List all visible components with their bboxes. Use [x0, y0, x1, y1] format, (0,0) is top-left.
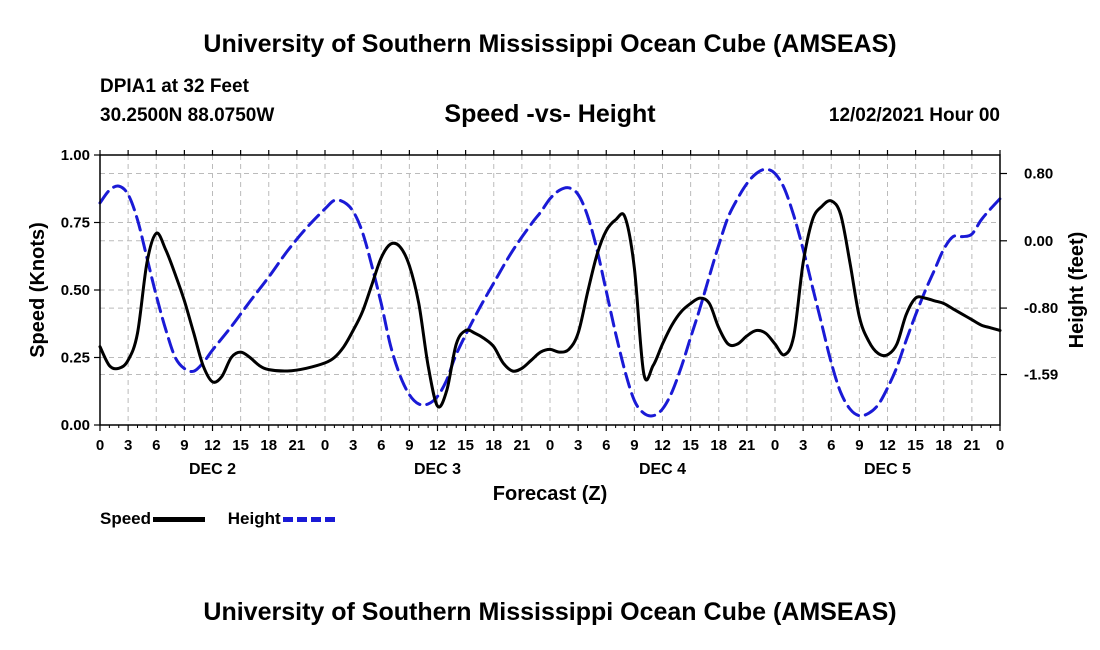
x-tick-label: 9 — [630, 437, 638, 454]
right-tick-label: 0.80 — [1024, 166, 1053, 183]
speed-series-line — [98, 199, 1002, 409]
coordinates-label: 30.2500N 88.0750W — [100, 105, 275, 126]
x-tick-label: 6 — [827, 437, 835, 454]
x-tick-label: 15 — [232, 437, 249, 454]
forecast-date: 12/02/2021 Hour 00 — [828, 105, 1000, 126]
left-tick-label: 0.75 — [61, 215, 90, 232]
legend-speed-label: Speed — [100, 509, 152, 528]
left-tick-label: 1.00 — [61, 147, 90, 164]
x-tick-label: 15 — [907, 437, 924, 454]
x-tick-label: 0 — [771, 437, 779, 454]
left-tick-label: 0.25 — [61, 350, 90, 367]
x-tick-label: 9 — [180, 437, 188, 454]
series-layer — [98, 167, 1002, 418]
x-tick-label: 21 — [289, 437, 306, 454]
x-tick-label: 12 — [429, 437, 446, 454]
x-tick-label: 18 — [485, 437, 502, 454]
x-tick-label: 18 — [260, 437, 277, 454]
x-tick-label: 3 — [574, 437, 582, 454]
day-label: DEC 4 — [639, 461, 686, 478]
height-series-line — [98, 167, 1002, 418]
legend-height: Height — [228, 509, 335, 529]
x-tick-label: 12 — [879, 437, 896, 454]
legend-speed-swatch — [153, 516, 206, 522]
x-tick-label: 18 — [710, 437, 727, 454]
x-axis-label: Forecast (Z) — [493, 483, 607, 505]
x-tick-label: 6 — [152, 437, 160, 454]
right-tick-label: 0.00 — [1024, 233, 1053, 250]
day-label: DEC 5 — [864, 461, 911, 478]
station-label: DPIA1 at 32 Feet — [100, 76, 249, 97]
x-tick-label: 21 — [739, 437, 756, 454]
right-tick-label: -1.59 — [1024, 367, 1058, 384]
x-tick-label: 15 — [457, 437, 474, 454]
x-tick-label: 9 — [405, 437, 413, 454]
x-tick-label: 0 — [321, 437, 329, 454]
right-axis-label: Height (feet) — [1066, 232, 1088, 349]
legend-height-swatch — [282, 516, 335, 522]
legend-speed: Speed — [100, 509, 206, 529]
legend-height-label: Height — [227, 509, 281, 528]
x-tick-label: 21 — [514, 437, 531, 454]
x-tick-label: 21 — [964, 437, 981, 454]
main-title: University of Southern Mississippi Ocean… — [203, 30, 897, 58]
x-tick-label: 15 — [682, 437, 699, 454]
x-tick-label: 0 — [996, 437, 1004, 454]
left-axis-label: Speed (Knots) — [27, 222, 49, 358]
x-tick-label: 3 — [349, 437, 357, 454]
chart-subtitle: Speed -vs- Height — [444, 100, 656, 128]
day-label: DEC 3 — [414, 461, 461, 478]
x-tick-label: 6 — [602, 437, 610, 454]
left-tick-label: 0.00 — [61, 417, 90, 434]
x-tick-label: 0 — [96, 437, 104, 454]
day-label: DEC 2 — [189, 461, 236, 478]
x-tick-label: 6 — [377, 437, 385, 454]
x-tick-label: 18 — [935, 437, 952, 454]
grid-lines — [100, 155, 1000, 425]
axes: 0 3 6 9 12 15 18 21 0 3 6 9 12 15 18 21 0 3 6 9 12 15 18 21 0 3 6 9… — [61, 147, 1058, 478]
x-tick-label: 0 — [546, 437, 554, 454]
left-tick-label: 0.50 — [61, 282, 90, 299]
footer-title: University of Southern Mississippi Ocean… — [203, 598, 897, 626]
x-tick-label: 9 — [855, 437, 863, 454]
x-tick-label: 3 — [799, 437, 807, 454]
legend: Speed Height — [100, 509, 353, 529]
x-tick-label: 12 — [204, 437, 221, 454]
x-tick-label: 3 — [124, 437, 132, 454]
x-tick-label: 12 — [654, 437, 671, 454]
right-tick-label: -0.80 — [1024, 300, 1058, 317]
